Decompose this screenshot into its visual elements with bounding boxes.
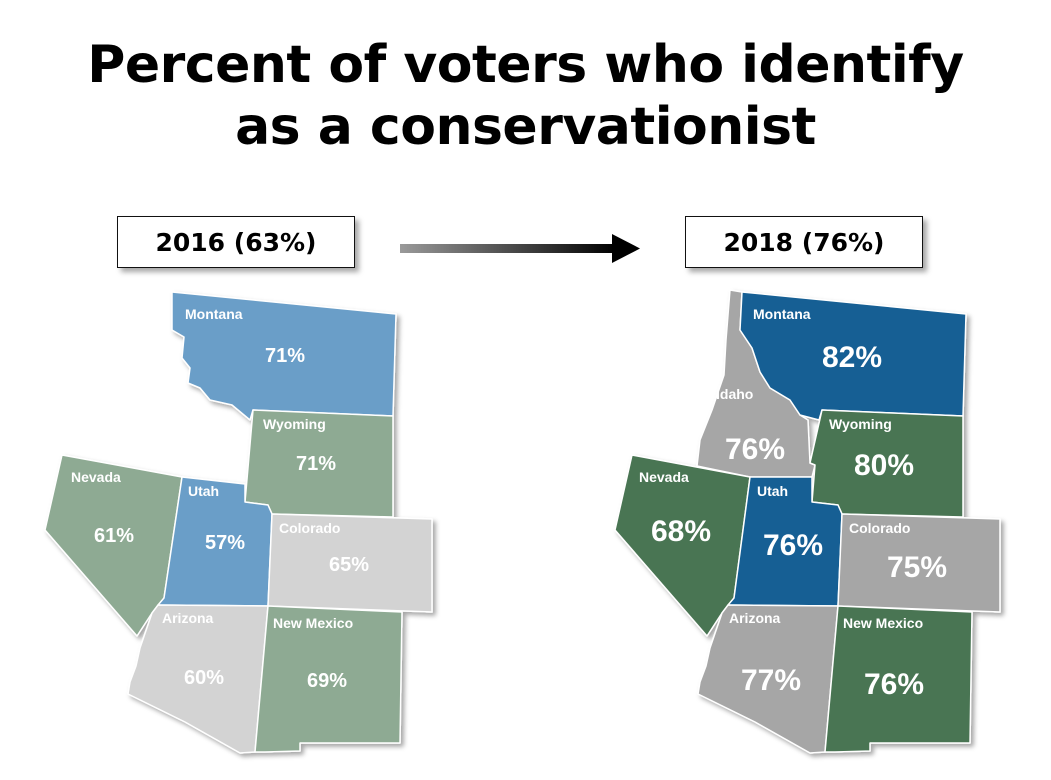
state-name-nevada-2018: Nevada xyxy=(639,469,689,485)
map-2018 xyxy=(614,289,1001,754)
state-colorado-2018 xyxy=(837,513,1001,613)
state-pct-arizona-2016: 60% xyxy=(184,667,224,689)
state-pct-colorado-2018: 75% xyxy=(887,551,947,584)
state-colorado-2016 xyxy=(267,513,433,613)
state-pct-wyoming-2018: 80% xyxy=(854,449,914,482)
map-2016 xyxy=(44,291,433,754)
state-name-utah-2018: Utah xyxy=(757,483,788,499)
title-line-1: Percent of voters who identify xyxy=(87,35,964,95)
state-pct-wyoming-2016: 71% xyxy=(296,453,336,475)
state-name-wyoming-2018: Wyoming xyxy=(829,416,892,432)
state-pct-montana-2018: 82% xyxy=(822,341,882,374)
state-new-mexico-2018 xyxy=(824,605,973,753)
state-pct-colorado-2016: 65% xyxy=(329,554,369,576)
state-name-new-mexico-2018: New Mexico xyxy=(843,615,923,631)
state-pct-nevada-2018: 68% xyxy=(651,515,711,548)
year-label-2016: 2016 (63%) xyxy=(117,216,355,268)
state-pct-utah-2018: 76% xyxy=(763,529,823,562)
title-line-2: as a conservationist xyxy=(235,97,816,157)
state-name-idaho-2018: Idaho xyxy=(716,386,753,402)
page-title: Percent of voters who identify as a cons… xyxy=(0,34,1051,158)
state-name-colorado-2018: Colorado xyxy=(849,520,910,536)
state-pct-new-mexico-2016: 69% xyxy=(307,670,347,692)
state-pct-idaho-2018: 76% xyxy=(725,433,785,466)
state-name-montana-2018: Montana xyxy=(753,306,811,322)
state-pct-new-mexico-2018: 76% xyxy=(864,668,924,701)
state-pct-arizona-2018: 77% xyxy=(741,664,801,697)
state-name-colorado-2016: Colorado xyxy=(279,520,340,536)
state-name-utah-2016: Utah xyxy=(188,483,219,499)
right-arrow-icon xyxy=(400,234,640,263)
state-name-arizona-2018: Arizona xyxy=(729,610,781,626)
state-pct-montana-2016: 71% xyxy=(265,345,305,367)
state-new-mexico-2016 xyxy=(254,605,403,753)
state-name-montana-2016: Montana xyxy=(185,306,243,322)
state-montana-2018 xyxy=(739,291,967,421)
state-pct-nevada-2016: 61% xyxy=(94,525,134,547)
map-2016-labels: Montana 71% Wyoming 71% Nevada 61% Utah … xyxy=(71,306,369,692)
state-name-nevada-2016: Nevada xyxy=(71,469,121,485)
state-name-new-mexico-2016: New Mexico xyxy=(273,615,353,631)
map-2018-labels: Montana 82% Idaho 76% Wyoming 80% Nevada… xyxy=(639,306,947,701)
state-pct-utah-2016: 57% xyxy=(205,532,245,554)
year-label-2018: 2018 (76%) xyxy=(685,216,923,268)
state-name-wyoming-2016: Wyoming xyxy=(263,416,326,432)
state-name-arizona-2016: Arizona xyxy=(162,610,214,626)
